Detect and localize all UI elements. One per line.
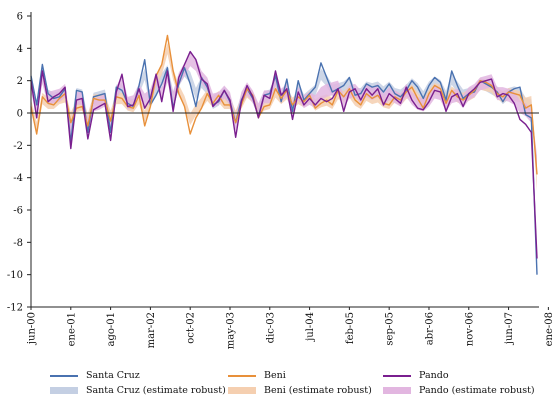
- y-tick-label: -4: [13, 173, 23, 184]
- y-tick-label: 2: [17, 76, 23, 87]
- legend-label-santa-cruz-robust: Santa Cruz (estimate robust): [86, 385, 226, 396]
- legend-swatch-santa-cruz: [50, 374, 78, 377]
- x-tick-label: abr-06: [424, 312, 435, 345]
- legend-swatch-santa-cruz-robust: [50, 387, 78, 394]
- legend-swatch-pando: [383, 374, 411, 377]
- y-tick-label: -8: [13, 238, 23, 249]
- x-tick-label: jun-07: [504, 312, 515, 345]
- legend-item-pando: Pando: [383, 370, 449, 381]
- x-tick-label: jun-00: [27, 312, 38, 345]
- line-pando: [30, 50, 538, 259]
- legend-swatch-pando-robust: [383, 387, 411, 394]
- legend-item-santa-cruz-robust: Santa Cruz (estimate robust): [50, 385, 226, 396]
- x-tick-label: ago-01: [106, 312, 117, 347]
- axes: 6 4 2 0 -2 -4 -6 -8 -10 -12 jun-00 ene-01 ago-01 mar-…: [7, 12, 552, 350]
- legend-swatch-beni-robust: [228, 387, 256, 394]
- legend-item-beni: Beni: [228, 370, 286, 381]
- legend-item-beni-robust: Beni (estimate robust): [228, 385, 372, 396]
- y-tick-label: 0: [17, 109, 23, 120]
- x-tick-label: nov-06: [464, 312, 475, 346]
- y-tick-label: 4: [17, 44, 23, 55]
- legend-item-santa-cruz: Santa Cruz: [50, 370, 140, 381]
- legend: Santa Cruz Beni Pando Santa Cruz (estima…: [0, 368, 552, 401]
- x-tick-label: dic-03: [265, 312, 276, 343]
- y-tick-label: 6: [17, 12, 23, 23]
- y-tick-label: -10: [7, 270, 23, 281]
- x-tick-label: sep-05: [385, 312, 396, 346]
- legend-swatch-beni: [228, 374, 256, 377]
- y-tick-label: -2: [13, 141, 23, 152]
- x-tick-label: mar-02: [146, 312, 157, 348]
- legend-label-pando: Pando: [419, 370, 449, 381]
- x-tick-label: ene-01: [66, 312, 77, 346]
- x-tick-label: oct-02: [186, 312, 197, 344]
- legend-label-beni-robust: Beni (estimate robust): [264, 385, 372, 396]
- legend-item-pando-robust: Pando (estimate robust): [383, 385, 535, 396]
- line-chart: 6 4 2 0 -2 -4 -6 -8 -10 -12 jun-00 ene-01 ago-01 mar-…: [7, 12, 552, 350]
- legend-label-beni: Beni: [264, 370, 286, 381]
- legend-label-santa-cruz: Santa Cruz: [86, 370, 140, 381]
- x-tick-label: may-03: [225, 312, 236, 349]
- x-tick-label: jul-04: [305, 312, 316, 342]
- x-tick-label: ene-08: [544, 312, 552, 346]
- legend-label-pando-robust: Pando (estimate robust): [419, 385, 535, 396]
- series-lines: [30, 34, 538, 275]
- y-tick-label: -6: [13, 206, 23, 217]
- x-tick-label: feb-05: [345, 312, 356, 344]
- y-tick-label: -12: [7, 303, 23, 314]
